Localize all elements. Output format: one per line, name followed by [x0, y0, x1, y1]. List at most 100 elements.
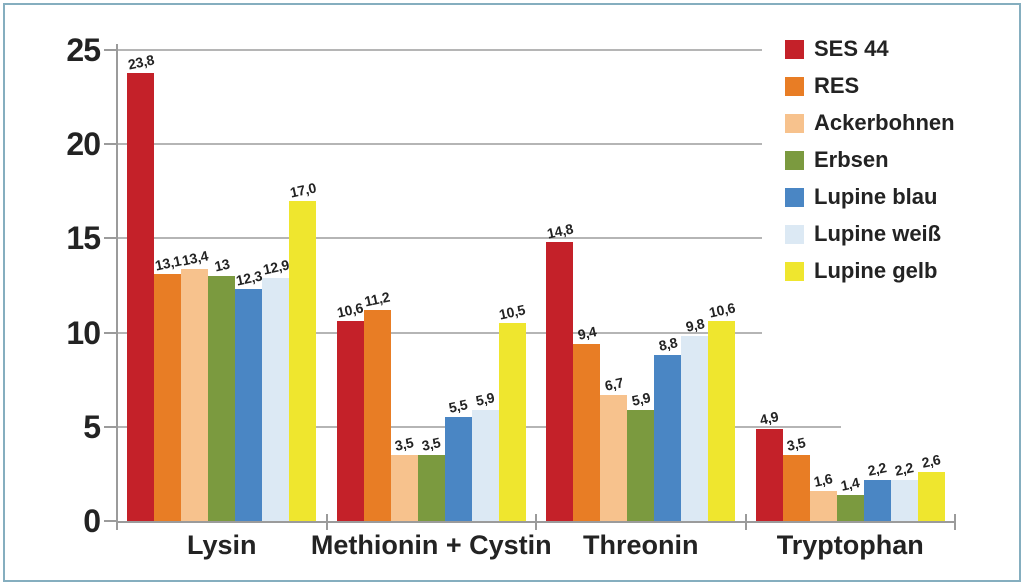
bar-res-2: [573, 344, 601, 521]
value-label: 12,3: [234, 267, 264, 289]
category-label: Tryptophan: [776, 530, 924, 560]
legend-swatch-icon: [785, 39, 804, 59]
value-label: 17,0: [288, 179, 318, 201]
y-axis-tick: [104, 237, 117, 240]
gridline-10: [117, 331, 762, 334]
value-label: 5,9: [630, 389, 652, 409]
legend-swatch-icon: [785, 76, 804, 96]
y-axis-label: 15: [66, 220, 101, 257]
legend-swatch-icon: [785, 187, 804, 207]
value-label: 11,2: [363, 288, 392, 310]
bar-erbsen-0: [208, 276, 236, 521]
value-label: 13,4: [180, 247, 210, 269]
value-label: 13,1: [153, 252, 183, 274]
y-axis-label: 25: [66, 32, 101, 68]
category-label: Lysin: [186, 530, 257, 560]
legend-item: SES 44: [785, 36, 889, 61]
legend-label: SES 44: [814, 36, 889, 61]
legend-item: Lupine gelb: [785, 258, 938, 283]
legend-label: RES: [814, 73, 860, 98]
legend-label: Lupine weiß: [814, 221, 942, 246]
bar-lupine-gelb-0: [289, 201, 317, 521]
value-label: 10,5: [497, 301, 527, 323]
legend-label: Lupine blau: [814, 184, 938, 209]
value-label: 9,4: [576, 323, 598, 343]
bar-res-0: [154, 274, 182, 521]
bar-lupine-blau-3: [863, 480, 891, 521]
value-label: 23,8: [126, 51, 156, 73]
x-axis-tick: [744, 514, 747, 530]
legend-swatch-icon: [785, 150, 804, 170]
bar-lupine-gelb-2: [708, 321, 736, 521]
bar-lupine-wei--0: [262, 278, 290, 521]
bar-lupine-blau-0: [235, 289, 263, 521]
legend-label: Lupine gelb: [814, 258, 938, 283]
value-label: 8,8: [657, 334, 679, 354]
bar-ses-44-3: [755, 429, 783, 521]
bar-ackerbohnen-3: [809, 491, 837, 521]
x-axis-tick: [954, 514, 956, 530]
bar-lupine-blau-1: [444, 417, 472, 521]
gridline-20: [117, 143, 762, 146]
legend-item: RES: [785, 73, 860, 98]
legend-item: Erbsen: [785, 147, 889, 172]
value-label: 13: [212, 255, 231, 275]
legend-swatch-icon: [785, 224, 804, 244]
bar-lupine-gelb-1: [498, 323, 526, 521]
bar-lupine-gelb-3: [917, 472, 945, 521]
bar-res-3: [782, 455, 810, 521]
bar-ackerbohnen-1: [390, 455, 418, 521]
value-label: 10,6: [335, 299, 365, 321]
y-axis-label: 20: [66, 126, 101, 163]
value-label: 3,5: [393, 434, 415, 454]
bar-res-1: [363, 310, 391, 521]
y-axis-tick: [104, 331, 117, 334]
legend-swatch-icon: [785, 261, 804, 281]
bar-ackerbohnen-0: [181, 269, 209, 521]
gridline-25: [117, 49, 762, 51]
bar-lupine-blau-2: [654, 355, 682, 521]
y-axis-tick: [104, 425, 117, 428]
category-label: Threonin: [583, 530, 699, 560]
bar-ses-44-2: [546, 242, 574, 521]
bar-lupine-wei--3: [890, 480, 918, 521]
y-axis-tick: [104, 143, 117, 146]
legend-label: Ackerbohnen: [814, 110, 955, 135]
gridline-15: [117, 237, 762, 240]
bar-lupine-wei--2: [681, 336, 709, 521]
y-axis-label: 0: [83, 503, 101, 539]
x-axis-tick: [116, 514, 118, 530]
legend-label: Erbsen: [814, 147, 889, 172]
legend-swatch-icon: [785, 113, 804, 133]
value-label: 10,6: [707, 299, 737, 321]
value-label: 1,4: [839, 474, 861, 494]
bar-ses-44-0: [127, 73, 155, 521]
x-axis-tick: [325, 514, 328, 530]
legend-item: Ackerbohnen: [785, 110, 955, 135]
value-label: 2,6: [920, 451, 942, 471]
y-axis-line: [116, 44, 118, 523]
legend-item: Lupine blau: [785, 184, 938, 209]
y-axis-tick: [104, 520, 117, 522]
y-axis-tick: [104, 49, 117, 51]
bar-erbsen-1: [417, 455, 445, 521]
value-label: 3,5: [420, 434, 442, 454]
value-label: 6,7: [603, 374, 625, 394]
bar-erbsen-3: [836, 495, 864, 521]
value-label: 5,5: [447, 396, 469, 416]
legend-item: Lupine weiß: [785, 221, 942, 246]
value-label: 1,6: [812, 470, 834, 490]
bar-lupine-wei--1: [471, 410, 499, 521]
y-axis-label: 10: [66, 314, 101, 351]
y-axis-label: 5: [83, 408, 101, 445]
value-label: 3,5: [785, 434, 807, 454]
x-axis-tick: [535, 514, 537, 530]
bar-ackerbohnen-2: [600, 395, 628, 521]
bar-ses-44-1: [336, 321, 364, 521]
value-label: 2,2: [866, 459, 888, 479]
value-label: 12,9: [261, 256, 291, 278]
bar-erbsen-2: [627, 410, 655, 521]
value-label: 2,2: [893, 459, 915, 479]
value-label: 5,9: [474, 389, 496, 409]
